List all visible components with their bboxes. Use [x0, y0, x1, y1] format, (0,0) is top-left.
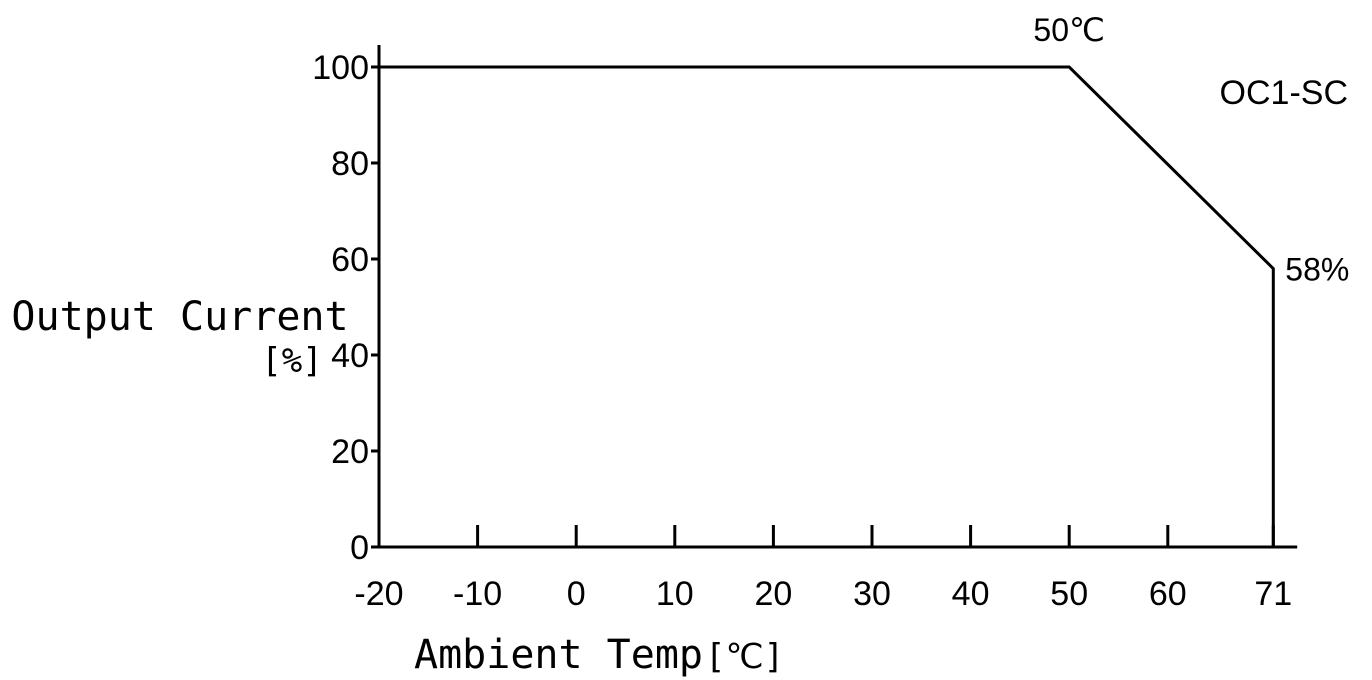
y-tick-label: 60: [331, 241, 369, 279]
y-tick-label: 100: [312, 49, 369, 87]
annotations: 50℃ 58%: [1033, 12, 1349, 288]
axes: [377, 45, 1298, 549]
x-tick-label: -20: [354, 575, 403, 613]
x-tick-label: 40: [952, 575, 990, 613]
model-label: OC1-SC: [1220, 74, 1348, 112]
annotation-label: 50℃: [1033, 12, 1105, 48]
x-tick-label: 20: [754, 575, 792, 613]
series-line: [379, 65, 1275, 547]
x-tick-label: 0: [567, 575, 586, 613]
y-tick-label: 40: [331, 337, 369, 375]
y-tick-label: 20: [331, 433, 369, 471]
y-tick-label: 0: [350, 529, 369, 567]
x-tick-label: 60: [1149, 575, 1187, 613]
x-tick-label: 30: [853, 575, 891, 613]
x-axis-unit: [℃]: [705, 637, 784, 677]
x-tick-label: 50: [1050, 575, 1088, 613]
y-tick-label: 80: [331, 145, 369, 183]
series: [379, 65, 1275, 547]
x-ticks: -20 -10 0 10 20 30 40 50 60 71: [354, 525, 1292, 613]
y-axis-unit: [%]: [261, 341, 322, 381]
y-ticks: 0 20 40 60 80 100: [312, 49, 379, 567]
x-axis-label: Ambient Temp: [414, 632, 703, 678]
x-tick-label: 71: [1254, 575, 1292, 613]
y-axis-label: Output Current: [11, 294, 348, 340]
annotation-label: 58%: [1285, 252, 1349, 288]
x-tick-label: -10: [453, 575, 502, 613]
x-tick-label: 10: [656, 575, 694, 613]
